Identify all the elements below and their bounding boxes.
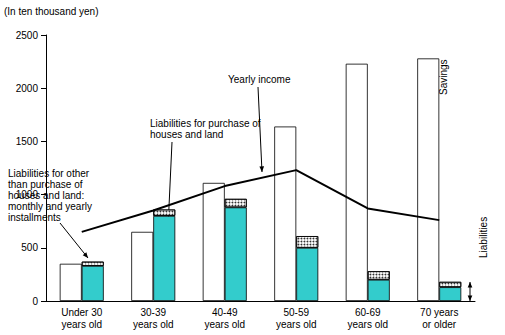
svg-text:years old: years old — [276, 319, 317, 330]
svg-text:2500: 2500 — [16, 30, 39, 41]
svg-text:0: 0 — [32, 296, 38, 307]
svg-text:Liabilities: Liabilities — [478, 217, 489, 258]
svg-text:than purchase of: than purchase of — [8, 179, 83, 190]
svg-text:Savings: Savings — [438, 59, 449, 95]
svg-text:Liabilities for other: Liabilities for other — [8, 168, 90, 179]
svg-text:(In ten thousand yen): (In ten thousand yen) — [4, 6, 99, 17]
svg-text:years old: years old — [133, 319, 174, 330]
svg-text:1500: 1500 — [16, 136, 39, 147]
svg-text:Liabilities for purchase of: Liabilities for purchase of — [150, 118, 261, 129]
svg-text:1000: 1000 — [16, 189, 39, 200]
svg-text:2000: 2000 — [16, 83, 39, 94]
svg-text:houses and land: houses and land — [150, 129, 223, 140]
svg-text:60-69: 60-69 — [355, 307, 381, 318]
svg-text:years old: years old — [61, 319, 102, 330]
svg-text:30-39: 30-39 — [140, 307, 166, 318]
svg-text:years old: years old — [347, 319, 388, 330]
svg-text:years old: years old — [204, 319, 245, 330]
svg-text:500: 500 — [21, 242, 38, 253]
svg-text:50-59: 50-59 — [283, 307, 309, 318]
svg-text:Under 30: Under 30 — [61, 307, 103, 318]
svg-text:or older: or older — [422, 319, 457, 330]
svg-text:installments: installments — [8, 212, 61, 223]
svg-text:houses and land:: houses and land: — [8, 190, 85, 201]
svg-text:40-49: 40-49 — [212, 307, 238, 318]
svg-text:70 years: 70 years — [420, 307, 458, 318]
svg-text:monthly and yearly: monthly and yearly — [8, 201, 92, 212]
svg-text:Yearly income: Yearly income — [228, 74, 291, 85]
